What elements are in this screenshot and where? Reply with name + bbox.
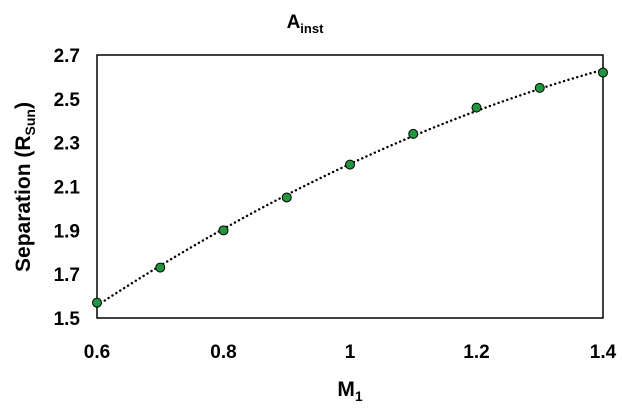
data-point bbox=[534, 82, 545, 93]
x-axis-label: M1 bbox=[337, 378, 363, 404]
y-tick-label: 2.7 bbox=[54, 46, 80, 67]
x-tick-label: 1.2 bbox=[463, 342, 489, 363]
x-tick-label: 1.4 bbox=[590, 342, 617, 363]
data-point bbox=[281, 192, 292, 203]
data-point bbox=[218, 225, 229, 236]
data-point bbox=[155, 262, 166, 273]
y-tick-label: 1.5 bbox=[54, 309, 81, 330]
y-tick-labels: 1.5 1.7 1.9 2.1 2.3 2.5 2.7 bbox=[54, 46, 81, 330]
x-tick-label: 0.6 bbox=[84, 342, 110, 363]
plot-area bbox=[96, 54, 604, 319]
x-tick-labels: 0.6 0.8 1 1.2 1.4 bbox=[84, 342, 617, 363]
y-tick-label: 2.3 bbox=[54, 134, 80, 155]
y-tick-label: 2.5 bbox=[54, 90, 81, 111]
y-tick-label: 1.9 bbox=[54, 221, 80, 242]
y-axis-label: Separation (RSun) bbox=[12, 102, 38, 272]
data-points bbox=[92, 67, 608, 308]
x-tick-label: 1 bbox=[345, 342, 356, 363]
chart-title: Ainst bbox=[287, 12, 325, 36]
y-tick-label: 1.7 bbox=[54, 265, 80, 286]
data-point bbox=[92, 297, 102, 308]
data-point bbox=[345, 159, 355, 170]
data-point bbox=[471, 102, 482, 113]
y-tick-label: 2.1 bbox=[54, 178, 81, 199]
data-point bbox=[598, 67, 608, 78]
data-point bbox=[408, 128, 419, 139]
x-tick-label: 0.8 bbox=[210, 342, 236, 363]
